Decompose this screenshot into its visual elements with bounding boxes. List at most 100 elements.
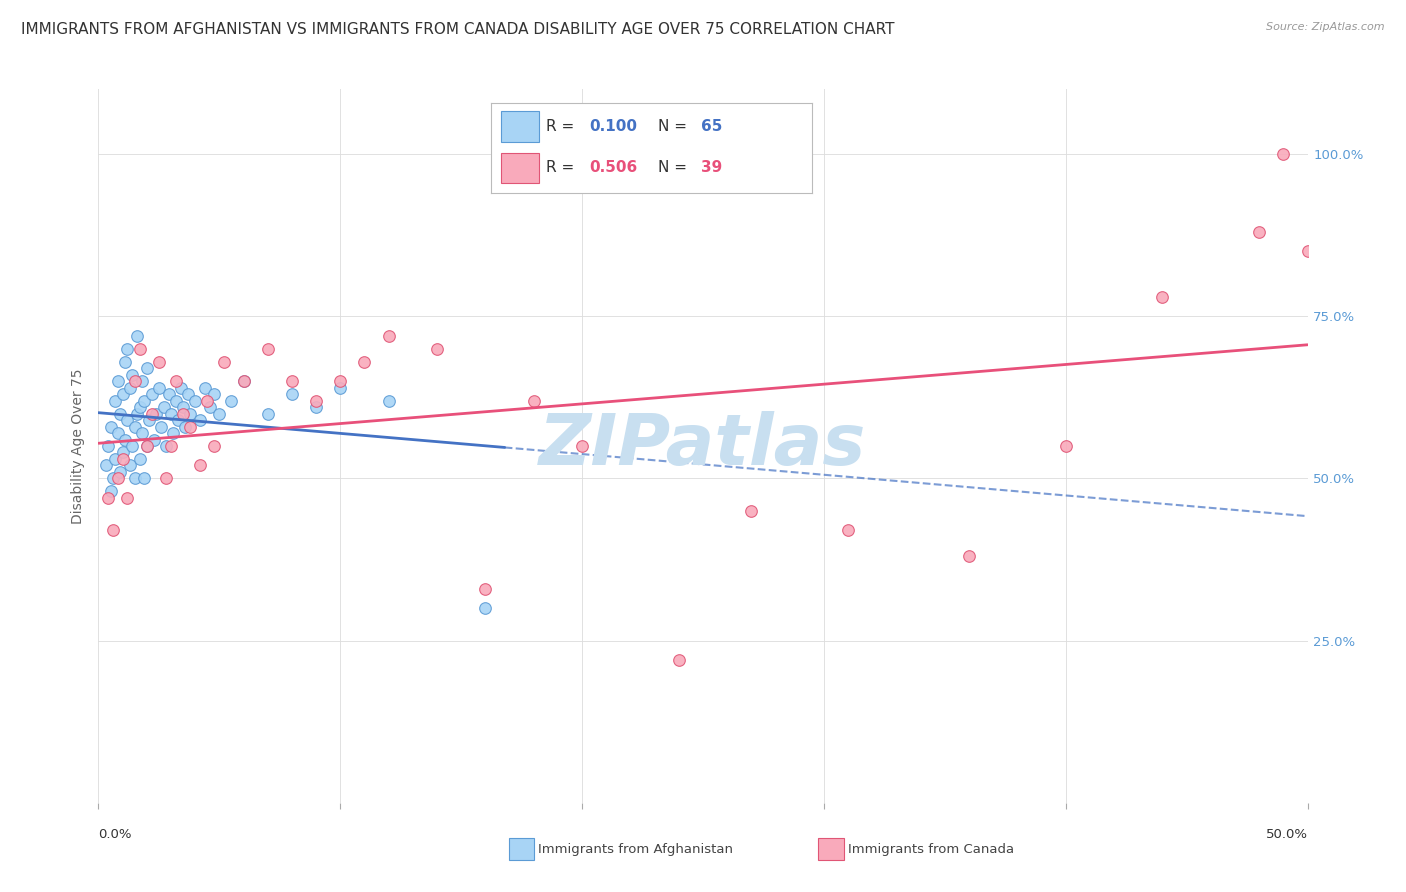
Point xyxy=(148,381,170,395)
Point xyxy=(128,342,150,356)
Point xyxy=(157,387,180,401)
Point xyxy=(118,458,141,473)
Text: 0.0%: 0.0% xyxy=(98,828,132,841)
Point xyxy=(134,393,156,408)
Point xyxy=(474,582,496,596)
Point xyxy=(94,458,117,473)
Point xyxy=(145,407,167,421)
Point xyxy=(135,439,157,453)
Point xyxy=(104,393,127,408)
Point xyxy=(256,342,278,356)
Point xyxy=(204,387,226,401)
Point xyxy=(329,374,352,388)
Point xyxy=(523,393,546,408)
Point xyxy=(101,524,124,538)
Point xyxy=(160,439,183,453)
Text: Immigrants from Canada: Immigrants from Canada xyxy=(848,843,1014,855)
Point xyxy=(281,374,304,388)
Point xyxy=(474,601,496,615)
Point xyxy=(100,484,122,499)
Point xyxy=(167,413,190,427)
Point xyxy=(188,458,211,473)
Point xyxy=(141,387,163,401)
Point xyxy=(353,354,375,368)
Point xyxy=(135,361,157,376)
Point xyxy=(188,413,211,427)
Point xyxy=(172,407,194,421)
Point xyxy=(131,425,153,440)
Point xyxy=(169,381,191,395)
Point xyxy=(108,407,131,421)
Point xyxy=(121,368,143,382)
Point xyxy=(117,491,139,505)
Point xyxy=(107,425,129,440)
Y-axis label: Disability Age Over 75: Disability Age Over 75 xyxy=(72,368,86,524)
Point xyxy=(101,471,124,485)
Point xyxy=(131,374,153,388)
Text: Immigrants from Afghanistan: Immigrants from Afghanistan xyxy=(538,843,734,855)
Point xyxy=(97,491,120,505)
Point xyxy=(232,374,254,388)
Point xyxy=(281,387,304,401)
Point xyxy=(256,407,278,421)
Point xyxy=(740,504,762,518)
Point xyxy=(212,354,235,368)
Point xyxy=(104,452,127,467)
Point xyxy=(160,407,183,421)
Text: IMMIGRANTS FROM AFGHANISTAN VS IMMIGRANTS FROM CANADA DISABILITY AGE OVER 75 COR: IMMIGRANTS FROM AFGHANISTAN VS IMMIGRANT… xyxy=(21,22,894,37)
Point xyxy=(117,342,139,356)
Point xyxy=(107,471,129,485)
Point xyxy=(127,328,149,343)
Point xyxy=(111,387,134,401)
Point xyxy=(179,419,201,434)
Point xyxy=(208,407,231,421)
Text: Source: ZipAtlas.com: Source: ZipAtlas.com xyxy=(1267,22,1385,32)
Point xyxy=(162,425,184,440)
Text: ZIPatlas: ZIPatlas xyxy=(540,411,866,481)
Point xyxy=(152,400,174,414)
Point xyxy=(177,387,200,401)
Point xyxy=(221,393,243,408)
Point xyxy=(97,439,120,453)
Point xyxy=(204,439,226,453)
Point xyxy=(117,413,139,427)
Point xyxy=(305,400,328,414)
Point xyxy=(124,374,146,388)
Point xyxy=(114,354,136,368)
Point xyxy=(100,419,122,434)
Point xyxy=(111,452,134,467)
Point xyxy=(135,439,157,453)
Point xyxy=(172,400,194,414)
Point xyxy=(174,419,197,434)
Point xyxy=(143,433,166,447)
Point xyxy=(232,374,254,388)
Point xyxy=(1296,244,1319,259)
Text: 50.0%: 50.0% xyxy=(1265,828,1308,841)
Point xyxy=(165,393,187,408)
Point xyxy=(668,653,690,667)
Point xyxy=(128,400,150,414)
Point xyxy=(837,524,859,538)
Point xyxy=(329,381,352,395)
Point xyxy=(377,328,399,343)
Point xyxy=(134,471,156,485)
Point xyxy=(107,374,129,388)
Point xyxy=(179,407,201,421)
Point xyxy=(194,381,217,395)
Point xyxy=(114,433,136,447)
Point xyxy=(128,452,150,467)
Point xyxy=(138,413,160,427)
Point xyxy=(111,445,134,459)
Point xyxy=(141,407,163,421)
Point xyxy=(571,439,593,453)
Point xyxy=(1249,225,1271,239)
Point xyxy=(108,465,131,479)
Point xyxy=(150,419,173,434)
Point xyxy=(155,439,177,453)
Point xyxy=(305,393,328,408)
Point xyxy=(1272,147,1295,161)
Point xyxy=(148,354,170,368)
Point xyxy=(426,342,449,356)
Point xyxy=(118,381,141,395)
Point xyxy=(957,549,980,564)
